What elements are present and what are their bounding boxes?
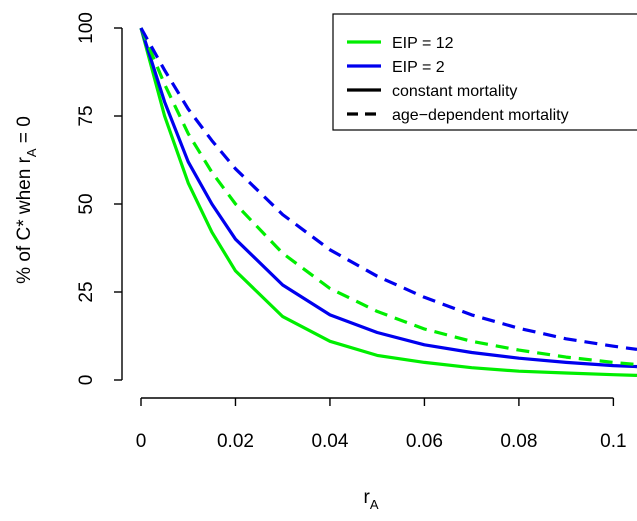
series-line-0	[139, 27, 637, 377]
plot-area	[139, 27, 637, 377]
legend-label-3: age−dependent mortality	[392, 107, 569, 124]
y-axis-title: % of C* when rA = 0	[14, 116, 39, 284]
y-axis-title-subscript: A	[24, 148, 39, 157]
y-tick-label-1: 25	[76, 281, 97, 302]
x-tick-label-2: 0.04	[311, 431, 348, 452]
series-line-3	[139, 27, 637, 351]
legend-label-2: constant mortality	[392, 83, 517, 100]
y-axis-title-main: % of C* when r	[14, 156, 35, 283]
legend-label-0: EIP = 12	[392, 35, 454, 52]
y-axis-title-tail: = 0	[14, 116, 35, 148]
x-tick-label-0: 0	[136, 431, 147, 452]
series-line-2	[139, 27, 637, 367]
y-tick-label-0: 0	[76, 375, 97, 386]
y-tick-label-2: 50	[76, 193, 97, 214]
x-axis-title-main: r	[364, 487, 371, 508]
x-tick-label-1: 0.02	[217, 431, 254, 452]
legend-label-1: EIP = 2	[392, 59, 445, 76]
x-tick-label-5: 0.1	[600, 431, 626, 452]
series-line-1	[139, 27, 637, 369]
y-tick-label-3: 75	[76, 105, 97, 126]
legend: EIP = 12 EIP = 2 constant mortality age−dep…	[332, 13, 637, 131]
legend-box	[332, 13, 637, 131]
y-tick-label-4: 100	[76, 12, 97, 44]
x-axis-title-subscript: A	[370, 497, 379, 512]
x-axis: 0 0.02 0.04 0.06 0.08 0.1	[136, 397, 627, 452]
x-tick-label-3: 0.06	[406, 431, 443, 452]
x-tick-label-4: 0.08	[500, 431, 537, 452]
y-axis: 0 25 50 75 100	[76, 12, 123, 386]
x-axis-title: rA	[364, 487, 379, 512]
